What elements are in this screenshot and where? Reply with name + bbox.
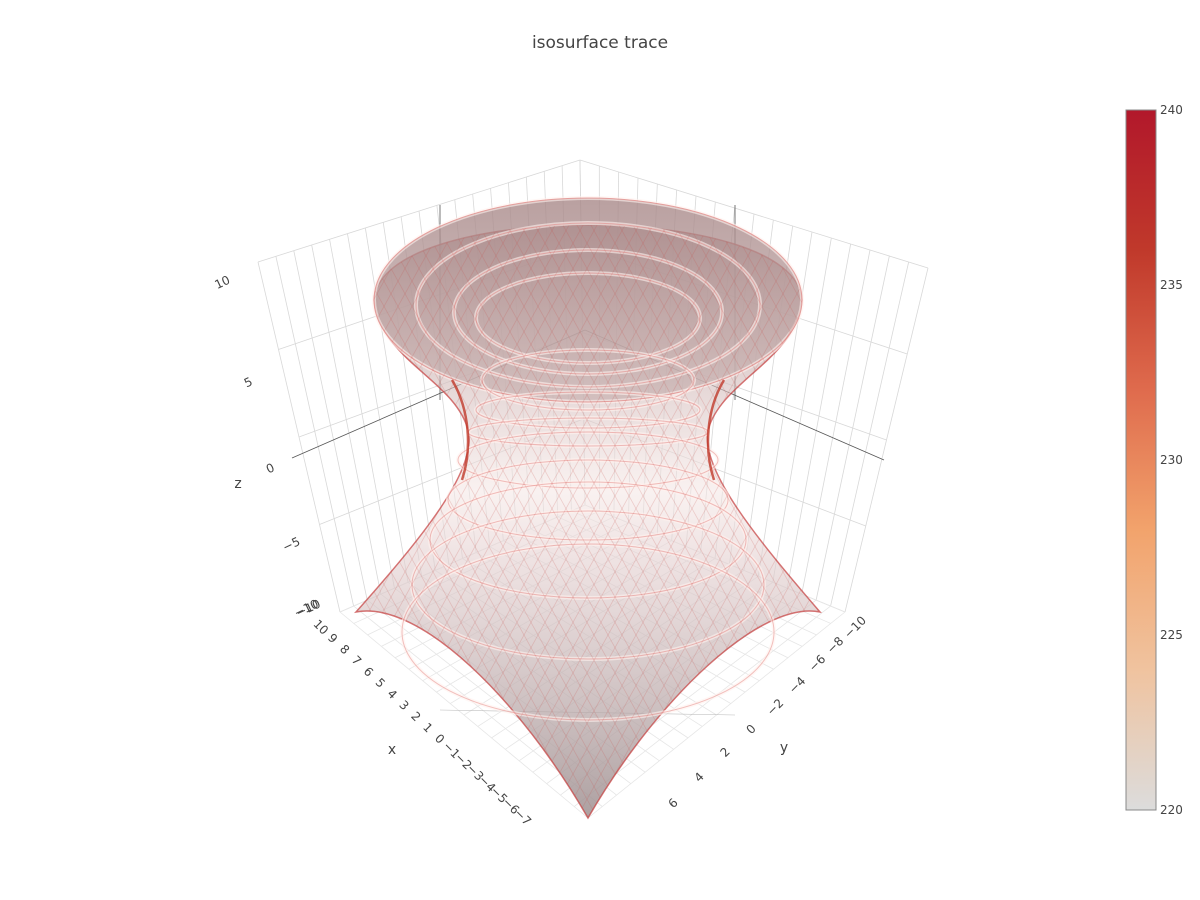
mesh-line bbox=[551, 225, 820, 818]
mesh-line bbox=[733, 225, 820, 818]
z-tick-label: −5 bbox=[280, 534, 302, 554]
x-axis-title: x bbox=[388, 742, 396, 758]
colorbar-tick-label: 240 bbox=[1160, 103, 1183, 117]
grid-line bbox=[257, 159, 581, 263]
mesh-line bbox=[356, 225, 637, 818]
z-axis-title: z bbox=[234, 476, 241, 492]
contour-ring bbox=[474, 271, 702, 365]
rim-highlight bbox=[706, 379, 726, 481]
contour-ring bbox=[410, 509, 766, 661]
contour-ring bbox=[401, 543, 775, 721]
mesh-line bbox=[356, 225, 511, 818]
colorbar-ticks: 220 225 230 235 240 bbox=[1160, 103, 1183, 817]
contour-ring bbox=[414, 221, 762, 389]
y-axis-title: y bbox=[780, 740, 788, 756]
mesh-line bbox=[527, 225, 820, 818]
contour-ring bbox=[475, 391, 701, 429]
contour-ring bbox=[456, 430, 720, 490]
grid-line bbox=[579, 159, 929, 269]
chart-title: isosurface trace bbox=[531, 33, 669, 53]
contour-ring bbox=[411, 510, 765, 660]
colorbar-tick-label: 220 bbox=[1160, 803, 1183, 817]
contour-ring bbox=[452, 248, 724, 376]
contour-ring bbox=[373, 197, 803, 403]
contour-ring bbox=[428, 480, 748, 600]
contour-ring bbox=[453, 249, 723, 375]
mesh-line bbox=[705, 225, 820, 818]
isosurface bbox=[353, 196, 822, 820]
contour-ring bbox=[447, 459, 729, 541]
contour-ring bbox=[372, 196, 804, 404]
mesh-line bbox=[356, 225, 483, 818]
mesh-line bbox=[649, 225, 820, 818]
mesh-line bbox=[356, 225, 647, 818]
contour-ring bbox=[475, 272, 701, 364]
contour-ring bbox=[400, 542, 776, 722]
mesh-line bbox=[471, 225, 820, 818]
contour-ring bbox=[415, 222, 761, 388]
mesh-line bbox=[719, 225, 820, 818]
colorbar-tick-label: 230 bbox=[1160, 453, 1183, 467]
mesh-line bbox=[356, 225, 497, 818]
mesh-line bbox=[356, 225, 455, 818]
mesh-line bbox=[356, 225, 525, 818]
mesh-line bbox=[523, 225, 820, 818]
mesh-line bbox=[691, 225, 820, 818]
mesh-line bbox=[356, 225, 651, 818]
contour-ring bbox=[446, 458, 730, 542]
mesh-line bbox=[356, 225, 633, 818]
contour-ring bbox=[480, 348, 696, 412]
mesh-line bbox=[485, 225, 820, 818]
mesh-line bbox=[663, 225, 820, 818]
mesh-line bbox=[541, 225, 820, 818]
mesh-line bbox=[356, 225, 441, 818]
contour-ring bbox=[429, 481, 747, 599]
grid-line bbox=[587, 611, 846, 819]
mesh-line bbox=[537, 225, 820, 818]
mesh-line bbox=[677, 225, 820, 818]
contour-ring bbox=[457, 431, 719, 489]
colorbar-tick-label: 225 bbox=[1160, 628, 1183, 642]
z-tick-label: 10 bbox=[212, 273, 232, 292]
contour-ring bbox=[481, 349, 695, 411]
colorbar-tick-label: 235 bbox=[1160, 278, 1183, 292]
mesh-line bbox=[356, 225, 469, 818]
colorbar-fill bbox=[1125, 109, 1157, 811]
contour-ring bbox=[474, 390, 702, 430]
mesh-line bbox=[356, 225, 703, 818]
mesh-line bbox=[356, 225, 689, 818]
rim-highlight bbox=[450, 379, 470, 481]
